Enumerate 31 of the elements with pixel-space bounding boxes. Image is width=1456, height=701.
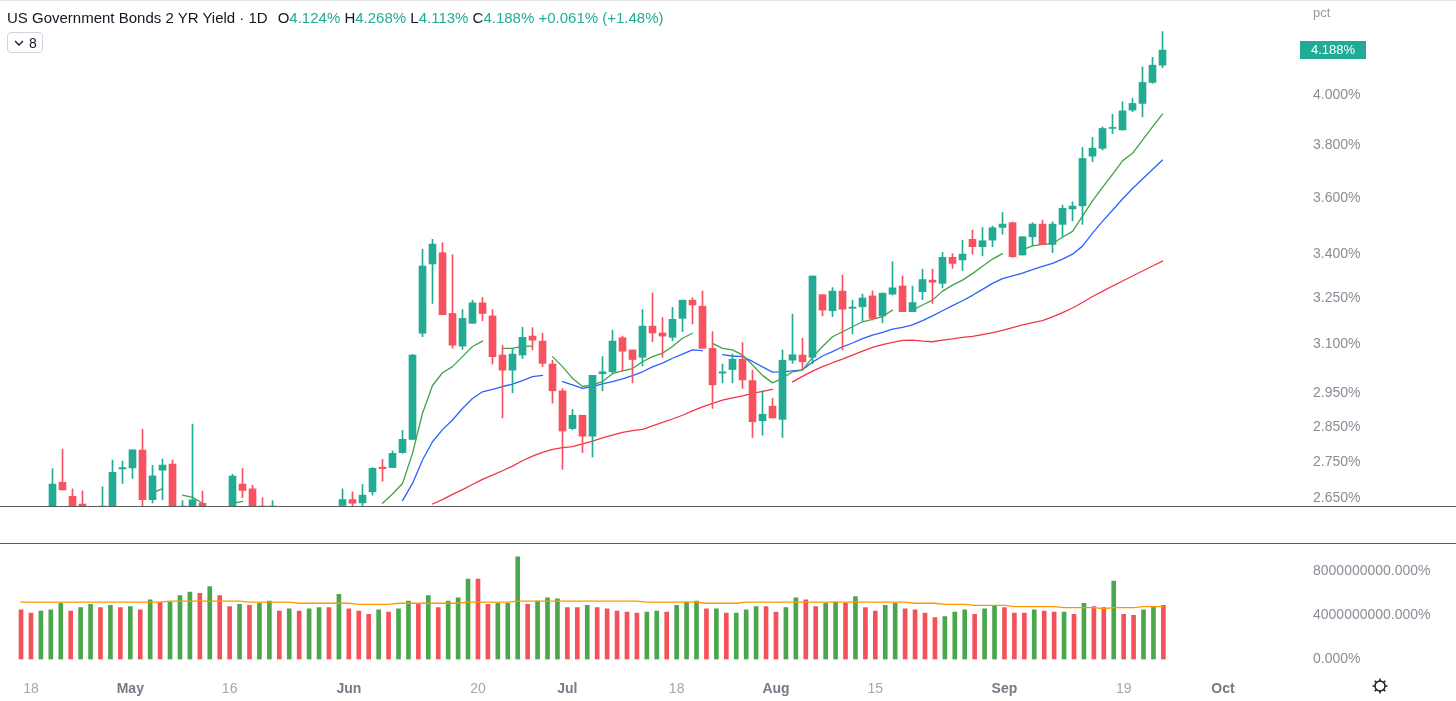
x-tick-label: 20	[470, 679, 486, 696]
x-tick-label: 18	[668, 679, 685, 696]
x-tick-label: Jul	[557, 679, 578, 696]
text: O4.124% H4.268% L4.113% C4.188% +0.061% (+1.48%)	[277, 9, 664, 26]
x-tick-label: 15	[867, 679, 884, 696]
toggle-button: 8	[7, 32, 43, 53]
y-tick-label: 4.000%	[1313, 85, 1361, 102]
annotation: 8	[29, 34, 37, 51]
y-tick-label: 3.250%	[1313, 289, 1361, 306]
y-tick-label: 0.000%	[1313, 650, 1361, 667]
y-tick-label: 3.800%	[1313, 136, 1361, 153]
x-tick-label: Sep	[991, 679, 1018, 696]
y-tick-label: 4000000000.000%	[1313, 606, 1431, 623]
text: 4.188%	[1310, 42, 1356, 58]
x-tick-label: Oct	[1211, 679, 1235, 696]
x-tick-label: 19	[1115, 679, 1132, 696]
y-tick-label: 3.600%	[1313, 189, 1361, 206]
x-tick-label: May	[116, 679, 145, 696]
x-tick-label: Aug	[762, 679, 790, 696]
y-axis-title: pct	[1313, 4, 1331, 20]
x-tick-label: 16	[221, 679, 238, 696]
x-tick-label: Jun	[336, 679, 362, 696]
y-tick-label: 3.100%	[1313, 335, 1361, 352]
y-tick-label: 2.650%	[1313, 488, 1361, 505]
y-tick-label: 8000000000.000%	[1313, 562, 1431, 579]
y-tick-label: 2.750%	[1313, 452, 1361, 469]
x-tick-label: 18	[23, 679, 39, 696]
text: US Government Bonds 2 YR Yield · 1D	[7, 9, 268, 26]
y-tick-label: 2.850%	[1313, 417, 1361, 434]
y-tick-label: 2.950%	[1313, 383, 1361, 400]
y-tick-label: 3.400%	[1313, 245, 1361, 262]
